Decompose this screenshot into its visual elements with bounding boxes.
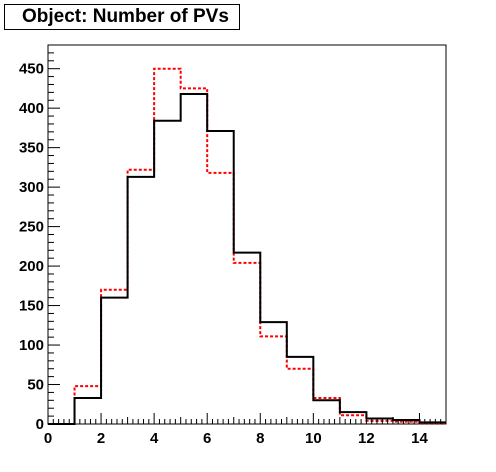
y-tick-label: 350 <box>19 140 44 157</box>
x-tick-label: 0 <box>44 430 52 447</box>
x-tick-label: 10 <box>305 430 322 447</box>
y-tick-label: 100 <box>19 337 44 354</box>
y-tick-label: 250 <box>19 219 44 236</box>
chart-title: Object: Number of PVs <box>4 4 240 30</box>
y-tick-label: 450 <box>19 61 44 78</box>
x-tick-label: 4 <box>150 430 159 447</box>
y-tick-label: 200 <box>19 258 44 275</box>
x-tick-label: 6 <box>203 430 211 447</box>
y-tick-label: 400 <box>19 100 44 117</box>
histogram-series-red-dashed <box>48 67 446 425</box>
y-tick-label: 150 <box>19 298 44 315</box>
x-tick-label: 12 <box>358 430 375 447</box>
series-layer <box>48 67 446 425</box>
y-tick-label: 300 <box>19 179 44 196</box>
x-tick-label: 8 <box>256 430 264 447</box>
x-tick-label: 14 <box>411 430 428 447</box>
x-tick-label: 2 <box>97 430 105 447</box>
plot-frame <box>47 44 447 425</box>
axis-layer: 0 2 4 6 8 10 12 14 0 50 100 150 200 250 300 350 400 450 <box>19 44 447 447</box>
histogram-series-black-solid <box>48 92 446 425</box>
y-tick-label: 50 <box>27 377 44 394</box>
y-tick-label: 0 <box>36 416 44 433</box>
